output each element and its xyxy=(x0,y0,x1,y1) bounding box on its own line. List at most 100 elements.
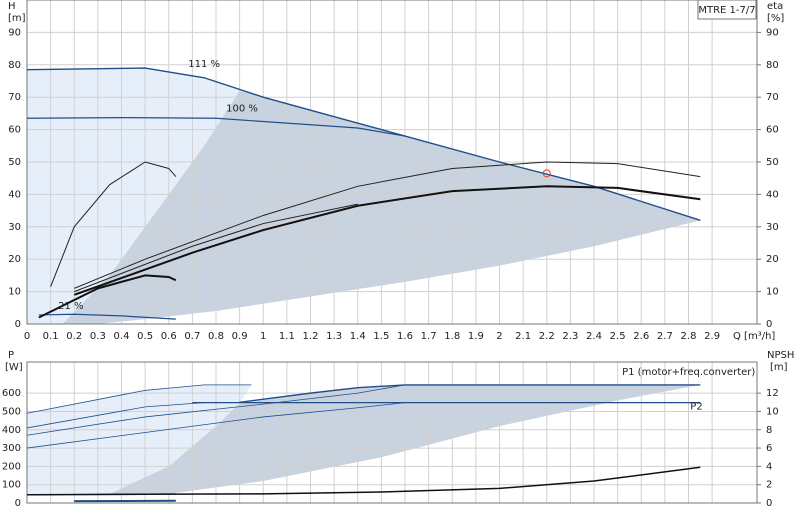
y-tick-label: 400 xyxy=(2,425,21,436)
curve-label: 100 % xyxy=(226,103,258,114)
x-tick-label: 0.2 xyxy=(66,331,82,342)
x-tick-label: 2.6 xyxy=(633,331,649,342)
y-tick-label: 70 xyxy=(8,92,21,103)
x-tick-label: 1.4 xyxy=(350,331,366,342)
curve-label: 111 % xyxy=(188,59,220,70)
grid xyxy=(26,0,761,504)
x-tick-label: 1.1 xyxy=(279,331,295,342)
x-tick-label: 0.9 xyxy=(232,331,248,342)
range-region xyxy=(27,68,240,324)
y2-tick-label: 6 xyxy=(766,443,772,454)
curve xyxy=(26,384,406,436)
y-tick-label: 50 xyxy=(8,157,21,168)
y-tick-label: 300 xyxy=(2,443,21,454)
curve xyxy=(26,67,701,221)
model-box xyxy=(697,0,757,20)
y2-tick-label: 0 xyxy=(766,498,772,509)
y-tick-label: 200 xyxy=(2,461,21,472)
curve xyxy=(26,402,406,449)
x-axis-label: Q [m³/h] xyxy=(733,331,775,342)
y2-tick-label: 10 xyxy=(766,287,779,298)
x-tick-label: 0.4 xyxy=(114,331,130,342)
y-axis-label: P xyxy=(8,350,14,361)
y-tick-label: 100 xyxy=(2,480,21,491)
y2-tick-label: 12 xyxy=(766,388,779,399)
curve xyxy=(74,203,358,293)
y2-tick-label: 4 xyxy=(766,461,772,472)
x-tick-label: 1.5 xyxy=(373,331,389,342)
curve xyxy=(26,384,252,414)
curve xyxy=(38,274,177,319)
x-tick-label: 1 xyxy=(260,331,266,342)
y2-tick-label: 90 xyxy=(766,27,779,38)
plot-frame xyxy=(26,0,758,325)
y-axis-unit: [W] xyxy=(5,362,23,373)
curve xyxy=(239,384,701,403)
y-tick-label: 30 xyxy=(8,222,21,233)
x-tick-label: 2.9 xyxy=(704,331,720,342)
plot-frame xyxy=(26,361,758,504)
curve-label: P1 (motor+freq.converter) xyxy=(622,367,755,378)
y2-tick-label: 60 xyxy=(766,125,779,136)
x-tick-label: 0.5 xyxy=(137,331,153,342)
model-label: MTRE 1-7/7 xyxy=(698,5,755,16)
x-tick-label: 1.9 xyxy=(468,331,484,342)
y2-tick-label: 2 xyxy=(766,480,772,491)
curve xyxy=(26,466,701,496)
x-tick-label: 2 xyxy=(496,331,502,342)
x-tick-label: 2.1 xyxy=(515,331,531,342)
operating-point xyxy=(542,169,551,178)
y-tick-label: 600 xyxy=(2,388,21,399)
x-tick-label: 2.3 xyxy=(562,331,578,342)
curve xyxy=(38,313,176,320)
curve-label: P2 xyxy=(690,402,702,413)
y2-tick-label: 40 xyxy=(766,189,779,200)
x-tick-label: 2.2 xyxy=(539,331,555,342)
curve xyxy=(50,161,177,287)
y2-axis-label: eta xyxy=(767,1,783,12)
curve xyxy=(73,185,701,296)
y-tick-label: 0 xyxy=(15,498,21,509)
y2-tick-label: 80 xyxy=(766,60,779,71)
x-tick-label: 0.6 xyxy=(161,331,177,342)
x-tick-label: 0 xyxy=(24,331,30,342)
regions xyxy=(27,0,757,503)
x-tick-label: 0.1 xyxy=(43,331,59,342)
x-tick-label: 0.3 xyxy=(90,331,106,342)
x-tick-label: 1.8 xyxy=(444,331,460,342)
x-tick-label: 1.2 xyxy=(303,331,319,342)
y-tick-label: 40 xyxy=(8,189,21,200)
curve xyxy=(26,117,406,137)
y2-tick-label: 8 xyxy=(766,425,772,436)
x-tick-label: 2.7 xyxy=(657,331,673,342)
y2-tick-label: 70 xyxy=(766,92,779,103)
y-axis-label: H xyxy=(8,1,16,12)
y-tick-label: 0 xyxy=(15,319,21,330)
y2-tick-label: 20 xyxy=(766,254,779,265)
x-tick-label: 2.5 xyxy=(610,331,626,342)
x-tick-label: 1.3 xyxy=(326,331,342,342)
y-tick-label: 90 xyxy=(8,27,21,38)
y-tick-label: 60 xyxy=(8,125,21,136)
y2-axis-label: NPSH xyxy=(767,350,794,361)
y-tick-label: 500 xyxy=(2,406,21,417)
curve-label: 21 % xyxy=(58,301,83,312)
y-tick-label: 80 xyxy=(8,60,21,71)
y2-axis-unit: [m] xyxy=(770,362,788,373)
lines xyxy=(26,67,701,503)
x-tick-label: 0.8 xyxy=(208,331,224,342)
y2-tick-label: 50 xyxy=(766,157,779,168)
y-axis-unit: [m] xyxy=(8,13,26,24)
x-tick-label: 1.7 xyxy=(421,331,437,342)
labels: 0 0.1 0.2 0.3 0.4 0.5 0.6 0.7 0.8 0.9 1 1.1 1.2 1.3 1.… xyxy=(2,1,794,509)
x-tick-label: 1.6 xyxy=(397,331,413,342)
curve xyxy=(74,161,701,289)
y-tick-label: 10 xyxy=(8,287,21,298)
curve xyxy=(26,402,264,429)
y2-tick-label: 10 xyxy=(766,406,779,417)
x-tick-label: 2.4 xyxy=(586,331,602,342)
y-tick-label: 20 xyxy=(8,254,21,265)
y2-tick-label: 0 xyxy=(766,319,772,330)
y2-axis-unit: [%] xyxy=(767,13,784,24)
